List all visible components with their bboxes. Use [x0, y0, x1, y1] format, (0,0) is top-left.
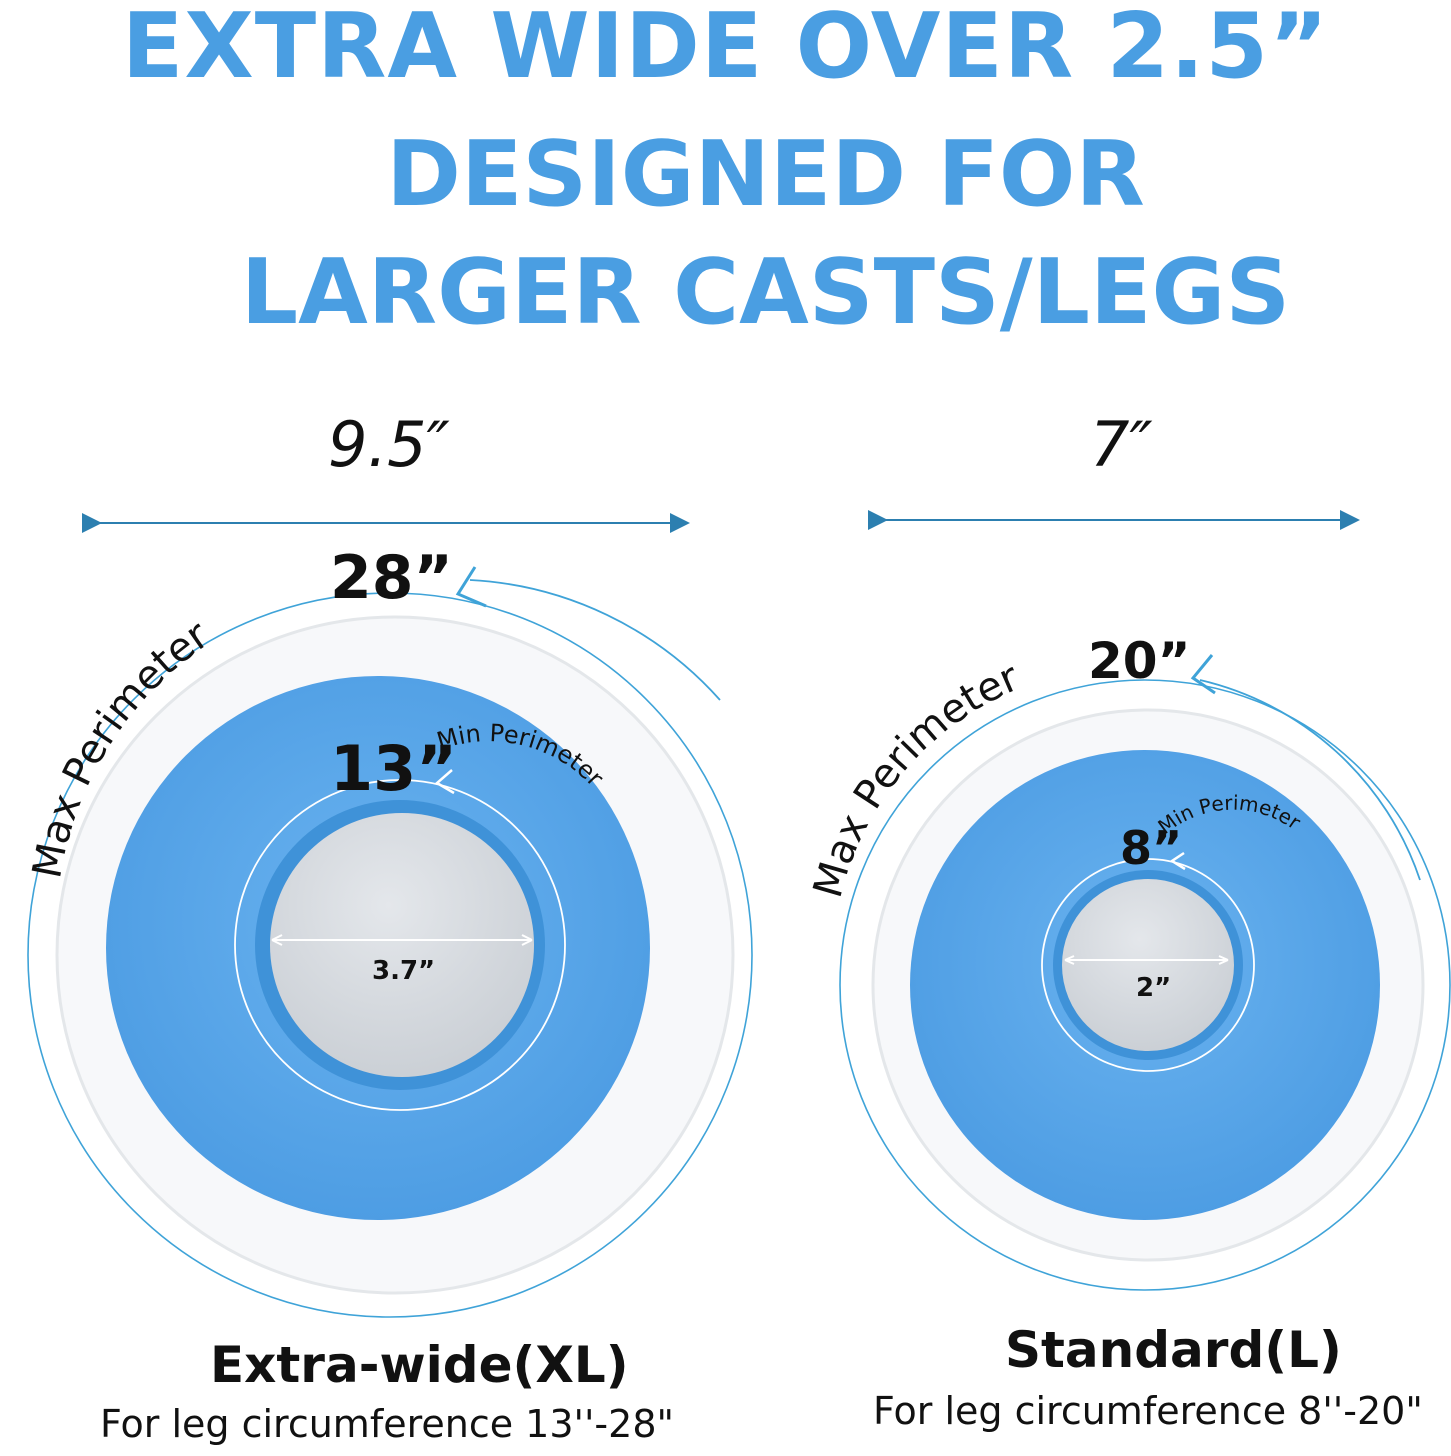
xl-width-label: 9.5″ [328, 408, 450, 481]
standard-fit-range: For leg circumference 8''-20" [873, 1389, 1423, 1433]
xl-max-arc [469, 579, 721, 701]
standard-max-perimeter-value: 20” [1088, 632, 1191, 690]
xl-cone [27, 566, 753, 1318]
xl-opening-label: 3.7” [372, 956, 436, 986]
xl-max-arrow-icon [455, 566, 487, 608]
standard-product-name: Standard(L) [1005, 1321, 1342, 1379]
standard-max-perimeter-guide [839, 679, 1451, 1291]
xl-opening [270, 813, 534, 1077]
standard-min-arrow-icon [1169, 851, 1186, 871]
headline-line-3: LARGER CASTS/LEGS [240, 240, 1291, 345]
standard-opening [1062, 879, 1234, 1051]
xl-min-perimeter-value: 13” [330, 732, 458, 805]
xl-fit-range: For leg circumference 13''-28" [100, 1402, 674, 1446]
xl-product-name: Extra-wide(XL) [210, 1336, 629, 1394]
standard-width-label: 7″ [1090, 408, 1153, 481]
xl-min-arrow-icon [434, 769, 455, 795]
headline-line-1: EXTRA WIDE OVER 2.5” [121, 0, 1330, 99]
standard-opening-label: 2” [1136, 973, 1172, 1003]
standard-max-arc [1199, 679, 1421, 881]
standard-max-arrow-icon [1190, 654, 1216, 695]
headline-line-2: DESIGNED FOR [386, 122, 1145, 227]
standard-min-perimeter-guide [1041, 858, 1255, 1072]
xl-max-perimeter-value: 28” [330, 543, 453, 613]
xl-max-perimeter-guide [27, 592, 753, 1318]
xl-min-perimeter-guide [234, 779, 566, 1111]
standard-min-perimeter-value: 8” [1120, 821, 1183, 875]
standard-cone [839, 654, 1451, 1291]
